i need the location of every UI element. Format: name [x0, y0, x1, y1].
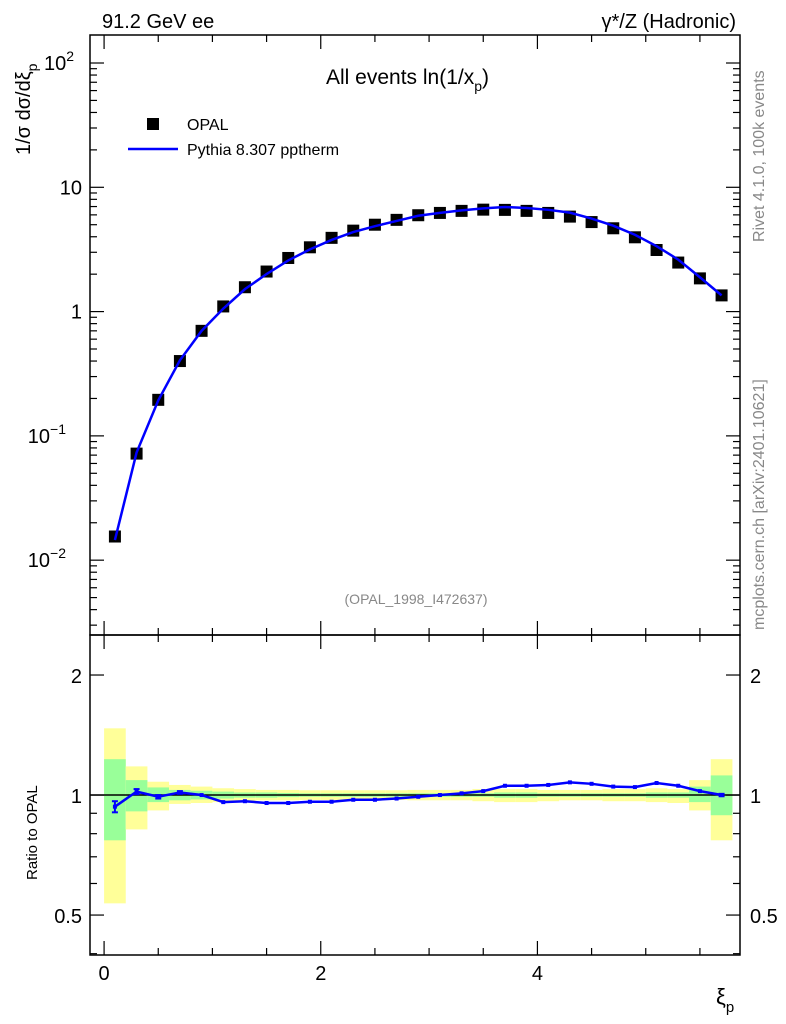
axis-ticks: 102 10 1 10−1 10−2 2 2 1 1 0.5 0.5 0 2 4: [28, 35, 778, 985]
ratio-point: [654, 780, 659, 785]
ratio-y-tick-label-left: 2: [71, 666, 82, 688]
ratio-point: [329, 799, 334, 804]
band-stat: [104, 759, 126, 841]
ratio-point: [286, 801, 291, 806]
header-right: γ*/Z (Hadronic): [602, 11, 736, 33]
ratio-point: [416, 794, 421, 799]
ratio-point: [307, 799, 312, 804]
ratio-point: [264, 801, 269, 806]
header-left: 91.2 GeV ee: [102, 11, 214, 33]
ratio-panel: [90, 728, 740, 904]
ratio-point: [546, 782, 551, 787]
ratio-y-axis-label: Ratio to OPAL: [24, 785, 41, 880]
legend-label-opal: OPAL: [187, 117, 229, 134]
data-point-opal: [498, 203, 511, 216]
rivet-version: Rivet 4.1.0, 100k events: [751, 70, 768, 242]
ratio-point: [394, 796, 399, 801]
data-point-opal: [672, 256, 685, 269]
data-point-opal: [282, 251, 295, 264]
main-panel: [108, 203, 728, 543]
ratio-y-tick-label-right: 1: [750, 786, 761, 808]
ratio-point: [481, 789, 486, 794]
ratio-point: [221, 800, 226, 805]
ratio-point: [567, 780, 572, 785]
ratio-point: [437, 793, 442, 798]
ratio-y-tick-label-left: 0.5: [54, 906, 82, 928]
mcplots-credit: mcplots.cern.ch [arXiv:2401.10621]: [751, 379, 768, 630]
x-tick-label: 2: [315, 963, 326, 985]
ratio-point: [632, 785, 637, 790]
x-tick-label: 4: [532, 963, 543, 985]
ratio-point: [697, 789, 702, 794]
y-tick-label: 1: [71, 302, 82, 324]
ratio-point: [611, 784, 616, 789]
ratio-point: [459, 791, 464, 796]
ratio-point: [589, 781, 594, 786]
ratio-point: [502, 783, 507, 788]
x-tick-label: 0: [99, 963, 110, 985]
ratio-y-tick-label-right: 0.5: [750, 906, 778, 928]
mc-line-pythia: [113, 205, 723, 541]
ratio-y-tick-label-right: 2: [750, 666, 761, 688]
ratio-point: [524, 783, 529, 788]
x-axis-label: ξp: [716, 984, 734, 1016]
ratio-point: [351, 797, 356, 802]
plot-title: All events ln(1/xp): [326, 66, 489, 94]
ratio-point: [372, 797, 377, 802]
legend-marker-opal: [147, 118, 159, 130]
y-tick-label: 10: [60, 177, 82, 199]
y-tick-label: 10−1: [28, 421, 66, 448]
y-tick-label: 10−2: [28, 545, 66, 572]
y-tick-label: 102: [44, 48, 74, 75]
data-point-opal: [260, 265, 273, 278]
analysis-id: (OPAL_1998_I472637): [345, 591, 488, 607]
data-point-opal: [217, 300, 230, 313]
legend: OPAL Pythia 8.307 pptherm: [128, 117, 339, 159]
ratio-point: [199, 793, 204, 798]
ratio-y-tick-label-left: 1: [71, 786, 82, 808]
legend-label-pythia: Pythia 8.307 pptherm: [187, 142, 339, 159]
ratio-point: [676, 783, 681, 788]
ratio-point: [242, 799, 247, 804]
y-axis-label: 1/σ dσ/dξp: [13, 63, 40, 155]
